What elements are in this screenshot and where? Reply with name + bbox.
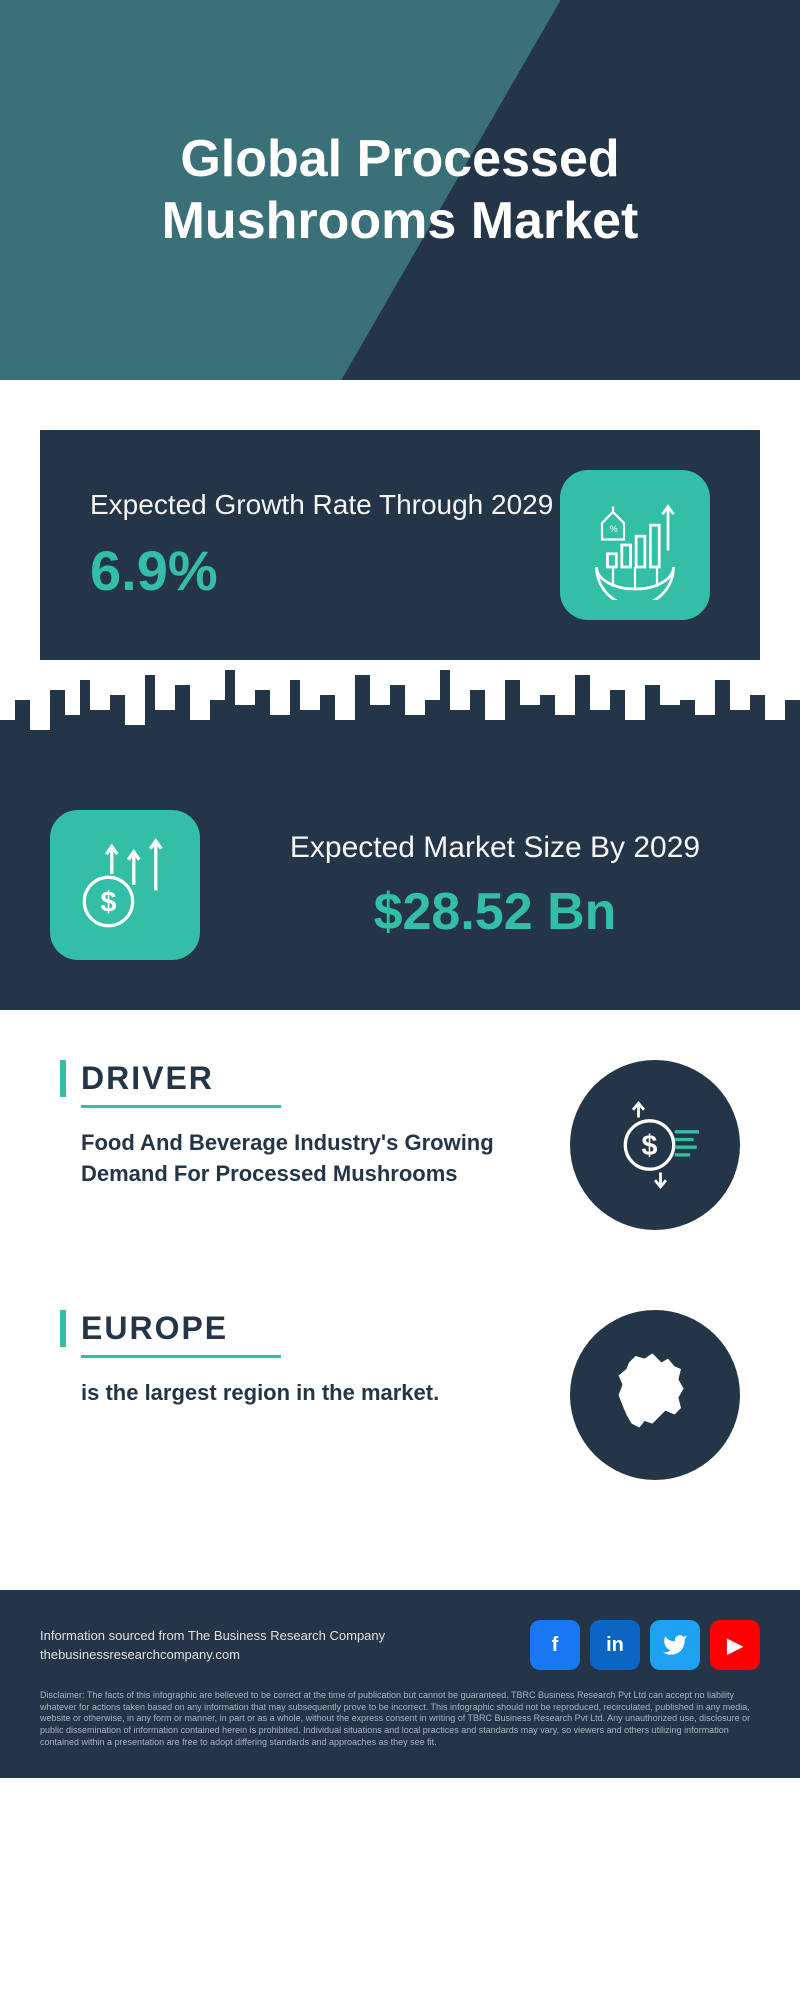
growth-value: 6.9%	[90, 538, 560, 603]
market-label: Expected Market Size By 2029	[240, 828, 750, 867]
infographic-container: Global Processed Mushrooms Market Expect…	[0, 0, 800, 1778]
svg-text:$: $	[642, 1130, 658, 1162]
market-size-card: $ Expected Market Size By 2029 $28.52 Bn	[0, 760, 800, 1010]
skyline-divider	[0, 660, 800, 760]
dollar-arrows-icon: $	[70, 830, 180, 940]
svg-text:%: %	[610, 524, 618, 534]
facebook-icon[interactable]: f	[530, 1620, 580, 1670]
driver-title: DRIVER	[60, 1060, 530, 1097]
europe-map-icon	[590, 1330, 720, 1460]
globe-chart-icon: %	[580, 490, 690, 600]
growth-rate-card: Expected Growth Rate Through 2029 6.9% %	[40, 430, 760, 660]
footer-top-row: Information sourced from The Business Re…	[40, 1620, 760, 1670]
market-text-block: Expected Market Size By 2029 $28.52 Bn	[240, 828, 750, 942]
disclaimer-text: Disclaimer: The facts of this infographi…	[40, 1690, 760, 1748]
region-circle-icon	[570, 1310, 740, 1480]
spacer	[0, 380, 800, 430]
youtube-icon[interactable]: ▶	[710, 1620, 760, 1670]
driver-circle-icon: $	[570, 1060, 740, 1230]
social-icons-row: f in ▶	[530, 1620, 760, 1670]
growth-label: Expected Growth Rate Through 2029	[90, 487, 560, 523]
market-dollar-icon: $	[50, 810, 200, 960]
dollar-exchange-icon: $	[600, 1090, 710, 1200]
footer: Information sourced from The Business Re…	[0, 1590, 800, 1778]
driver-section: DRIVER Food And Beverage Industry's Grow…	[0, 1010, 800, 1260]
twitter-icon[interactable]	[650, 1620, 700, 1670]
spacer	[0, 1510, 800, 1590]
underline	[81, 1105, 281, 1108]
growth-chart-icon: %	[560, 470, 710, 620]
driver-text: Food And Beverage Industry's Growing Dem…	[81, 1128, 530, 1190]
header-banner: Global Processed Mushrooms Market	[0, 0, 800, 380]
region-section: EUROPE is the largest region in the mark…	[0, 1260, 800, 1510]
source-line-1: Information sourced from The Business Re…	[40, 1626, 385, 1646]
main-title: Global Processed Mushrooms Market	[0, 128, 800, 253]
footer-source: Information sourced from The Business Re…	[40, 1626, 385, 1665]
growth-text-block: Expected Growth Rate Through 2029 6.9%	[90, 487, 560, 603]
region-text: is the largest region in the market.	[81, 1378, 530, 1409]
driver-text-block: DRIVER Food And Beverage Industry's Grow…	[60, 1060, 530, 1190]
svg-text:$: $	[101, 886, 117, 918]
region-title: EUROPE	[60, 1310, 530, 1347]
market-value: $28.52 Bn	[240, 882, 750, 942]
source-line-2: thebusinessresearchcompany.com	[40, 1645, 385, 1665]
linkedin-icon[interactable]: in	[590, 1620, 640, 1670]
underline	[81, 1355, 281, 1358]
region-text-block: EUROPE is the largest region in the mark…	[60, 1310, 530, 1409]
